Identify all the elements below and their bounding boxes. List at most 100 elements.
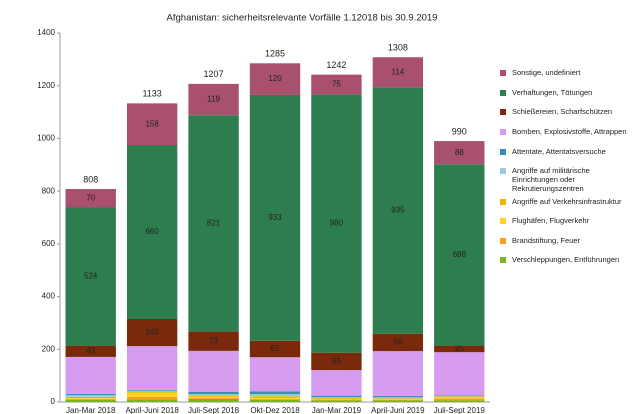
bar-segment	[249, 394, 301, 397]
value-label: 88	[455, 148, 464, 157]
bar-segment	[249, 399, 301, 402]
bar-segment	[434, 164, 485, 346]
legend-item: Verschleppungen, Entführungen	[500, 255, 635, 264]
chart-title: Afghanistan: sicherheitsrelevante Vorfäl…	[167, 13, 438, 24]
bar-segment	[126, 103, 178, 146]
bar-segment	[188, 391, 239, 395]
bar-segment	[372, 397, 424, 399]
value-label: 158	[145, 119, 159, 128]
bar-segment	[434, 395, 485, 397]
y-tick-label: 800	[42, 186, 56, 195]
bar-segment	[65, 207, 116, 346]
bar-segment	[434, 352, 485, 396]
bar-segment	[372, 399, 424, 400]
bar-segment	[372, 57, 424, 88]
bar-segment	[249, 397, 301, 399]
legend-label: Flughäfen, Flugverkehr	[512, 216, 590, 225]
bar-segment	[188, 83, 239, 116]
bar-segment	[434, 345, 485, 353]
bar-segment	[311, 398, 362, 400]
legend-label: Verhaftungen, Tötungen	[512, 88, 593, 97]
total-label: 1242	[326, 60, 346, 70]
bar-segment	[126, 392, 178, 397]
total-label: 1308	[388, 43, 408, 53]
legend-label: Angriffe auf militärische Einrichtungen …	[512, 166, 590, 193]
legend-swatch	[500, 237, 506, 244]
bar-segment	[249, 398, 301, 400]
legend-item: Verhaftungen, Tötungen	[500, 88, 635, 97]
bar-segment	[126, 145, 178, 319]
y-tick-label: 200	[42, 344, 56, 353]
bar-segment	[65, 398, 116, 399]
legend-swatch	[500, 148, 506, 155]
value-label: 660	[145, 227, 159, 236]
bar-segment	[249, 396, 301, 398]
legend-item: Angriffe auf militärische Einrichtungen …	[500, 166, 635, 193]
value-label: 821	[207, 219, 221, 228]
bar-segment	[188, 395, 239, 397]
value-label: 66	[393, 338, 402, 347]
value-label: 70	[86, 193, 95, 202]
bar-segment	[434, 395, 485, 396]
x-tick-label: Jan-Mar 2019	[312, 406, 362, 414]
y-tick-label: 0	[51, 397, 56, 406]
bar-segment	[311, 74, 362, 95]
legend-item: Sonstige, undefiniert	[500, 68, 635, 77]
bar-segment	[188, 350, 239, 392]
x-tick-label: Juli-Sept 2018	[188, 406, 240, 414]
bar-segment	[311, 370, 362, 396]
legend-label: Schießereien, Scharfschützen	[512, 107, 613, 116]
value-label: 73	[209, 336, 218, 345]
bar-segment	[126, 399, 178, 402]
bar-segment	[434, 396, 485, 398]
bar-segment	[372, 87, 424, 334]
legend-swatch	[500, 108, 506, 115]
bar-segment	[311, 94, 362, 353]
bar-segment	[434, 141, 485, 165]
bar-segment	[434, 397, 485, 399]
value-label: 120	[268, 74, 282, 83]
legend-item: Bomben, Explosivstoffe, Attrappen	[500, 127, 635, 136]
bar-segment	[372, 351, 424, 396]
legend-label: Attentate, Attentatsversuche	[512, 147, 606, 156]
legend-swatch	[500, 128, 506, 135]
legend-swatch	[500, 89, 506, 96]
bar-segment	[126, 318, 178, 347]
total-label: 1207	[204, 69, 224, 79]
legend-item: Attentate, Attentatsversuche	[500, 147, 635, 156]
bar-segment	[65, 395, 116, 397]
bar-segment	[311, 399, 362, 401]
bar-segment	[311, 395, 362, 397]
legend-label: Bomben, Explosivstoffe, Attrappen	[512, 127, 627, 136]
legend-item: Brandstiftung, Feuer	[500, 236, 635, 245]
bar-segment	[311, 400, 362, 402]
bar-segment	[126, 391, 178, 393]
x-tick-label: Jan-Mar 2018	[66, 406, 116, 414]
bar-segment	[188, 397, 239, 399]
bar-segment	[188, 115, 239, 332]
value-label: 103	[145, 328, 159, 337]
bar-segment	[311, 399, 362, 400]
legend-item: Flughäfen, Flugverkehr	[500, 216, 635, 225]
bar-segment	[126, 396, 178, 400]
legend-label: Verschleppungen, Entführungen	[512, 255, 620, 264]
legend-label: Angriffe auf Verkehrsinfrastruktur	[512, 197, 622, 206]
value-label: 524	[84, 272, 98, 281]
x-tick-label: April-Juni 2019	[371, 406, 425, 414]
legend-swatch	[500, 198, 506, 205]
bar-segment	[126, 389, 178, 391]
bar-segment	[249, 94, 301, 341]
legend-swatch	[500, 69, 506, 76]
value-label: 935	[391, 206, 405, 215]
value-label: 25	[455, 344, 464, 353]
y-tick-label: 600	[42, 239, 56, 248]
legend-swatch	[500, 167, 506, 174]
value-label: 933	[268, 213, 282, 222]
total-label: 1285	[265, 49, 285, 59]
bar-segment	[65, 345, 116, 357]
value-label: 114	[391, 67, 404, 76]
bar-segment	[65, 393, 116, 396]
legend-label: Brandstiftung, Feuer	[512, 236, 580, 245]
legend-item: Schießereien, Scharfschützen	[500, 107, 635, 116]
